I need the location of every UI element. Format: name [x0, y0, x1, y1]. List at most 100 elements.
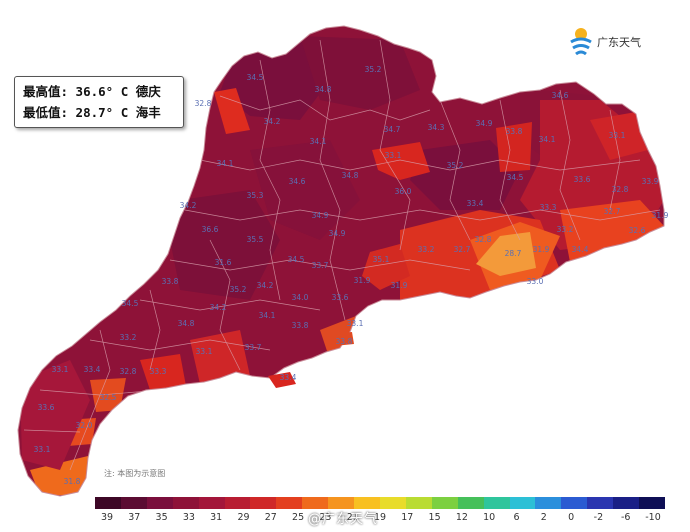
legend-swatch	[172, 497, 199, 509]
station-temperature-label: 32.8	[120, 367, 137, 376]
station-temperature-label: 34.1	[310, 137, 327, 146]
zone-bright-1	[372, 142, 430, 180]
station-temperature-label: 34.8	[315, 85, 332, 94]
station-temperature-label: 33.2	[120, 333, 137, 342]
station-temperature-label: 33.4	[467, 199, 484, 208]
guangdong-weather-logo: 广东天气	[567, 24, 677, 60]
station-temperature-label: 33.9	[642, 177, 659, 186]
island-delta	[330, 332, 354, 346]
zone-leizhou-red	[20, 360, 90, 470]
station-temperature-label: 35.3	[247, 191, 264, 200]
zone-central-deep	[410, 140, 520, 210]
legend-swatch	[405, 497, 432, 509]
legend-tick-label: 17	[401, 512, 414, 523]
legend-swatch	[120, 497, 147, 509]
legend-swatch	[613, 497, 640, 509]
station-temperature-label: 36.6	[202, 225, 219, 234]
station-temperature-label: 35.2	[230, 285, 247, 294]
station-temperature-label: 32.8	[612, 185, 629, 194]
legend-swatch	[276, 497, 303, 509]
station-temperature-label: 32.6	[629, 226, 646, 235]
station-temperature-label: 32.5	[100, 393, 117, 402]
legend-swatch	[328, 497, 355, 509]
station-temperature-label: 32.7	[454, 245, 471, 254]
station-temperature-label: 34.9	[312, 211, 329, 220]
weather-logo-icon	[570, 28, 592, 56]
zone-west-coast-orange	[90, 378, 126, 412]
station-temperature-label: 33.1	[385, 151, 402, 160]
station-temperature-label: 34.9	[476, 119, 493, 128]
station-temperature-label: 34.6	[289, 177, 306, 186]
station-temperature-label: 34.1	[217, 159, 234, 168]
legend-swatch	[509, 497, 536, 509]
legend-tick-label: 25	[292, 512, 305, 523]
station-temperature-label: 35.1	[373, 255, 390, 264]
station-temperature-label: 33.1	[52, 365, 69, 374]
legend-swatch	[146, 497, 173, 509]
station-temperature-label: 36.0	[395, 187, 412, 196]
station-temperature-label: 34.1	[539, 135, 556, 144]
legend-swatch	[354, 497, 380, 509]
station-temperature-label: 33.6	[574, 175, 591, 184]
station-temperature-label: 34.8	[342, 171, 359, 180]
station-temperature-label: 34.1	[259, 311, 276, 320]
station-temperature-label: 33.8	[162, 277, 179, 286]
station-temperature-label: 33.6	[332, 293, 349, 302]
legend-tick-label: 0	[568, 512, 575, 523]
legend-tick-label: 2	[540, 512, 547, 523]
station-temperature-label: 33.4	[84, 365, 101, 374]
station-temperature-label: 33.7	[245, 343, 262, 352]
zone-bright-northwest	[214, 88, 250, 134]
station-temperature-label: 34.7	[384, 125, 401, 134]
station-temperature-label: 33.2	[418, 245, 435, 254]
station-temperature-label: 32.8	[475, 235, 492, 244]
station-temperature-label: 33.1	[34, 445, 51, 454]
min-temperature-label: 最低值: 28.7° C 海丰	[23, 105, 161, 120]
zone-south-tip-orange	[30, 456, 88, 496]
legend-tick-label: 23	[319, 512, 332, 523]
station-temperature-label: 34.5	[288, 255, 305, 264]
legend-swatch	[250, 497, 277, 509]
station-temperature-label: 34.8	[178, 319, 195, 328]
legend-tick-label: -10	[645, 512, 661, 523]
station-temperature-label: 33.2	[557, 225, 574, 234]
stats-box: 最高值: 36.6° C 德庆 最低值: 28.7° C 海丰	[14, 76, 184, 128]
station-temperature-label: 33.1	[196, 347, 213, 356]
zone-west-deep	[170, 190, 280, 300]
legend-swatch	[379, 497, 406, 509]
legend-swatch	[535, 497, 562, 509]
station-temperature-label: 33.0	[527, 277, 544, 286]
legend-tick-label: -6	[620, 512, 631, 523]
station-temperature-label: 33.8	[506, 127, 523, 136]
station-temperature-label: 34.0	[292, 293, 309, 302]
legend-tick-label: 35	[155, 512, 168, 523]
legend-tick-label: 39	[100, 512, 114, 523]
station-temperature-label: 34.2	[180, 201, 197, 210]
color-legend	[95, 497, 665, 509]
legend-swatch	[457, 497, 484, 509]
legend-swatch	[587, 497, 614, 509]
county-boundaries	[23, 39, 661, 471]
zone-pearl-red	[362, 244, 410, 290]
station-temperature-label: 33.4	[280, 373, 297, 382]
station-temperature-label: 34.2	[264, 117, 281, 126]
legend-swatch	[639, 497, 665, 509]
legend-swatch	[198, 497, 225, 509]
station-temperature-label: 33.3	[540, 203, 557, 212]
station-temperature-label: 31.9	[391, 281, 408, 290]
station-temperature-label: 34.5	[122, 299, 139, 308]
zone-haifeng-light	[476, 232, 536, 276]
station-temperature-label: 33.1	[347, 319, 364, 328]
legend-swatch	[224, 497, 251, 509]
map-note: 注: 本图为示意图	[104, 469, 166, 478]
station-temperature-label: 35.5	[247, 235, 264, 244]
legend-tick-label: 33	[182, 512, 195, 523]
station-temperature-label: 34.6	[552, 91, 569, 100]
zone-center-mid	[250, 140, 360, 240]
station-temperature-label: 31.6	[215, 258, 232, 267]
legend-swatch	[302, 497, 329, 509]
legend-tick-label: 12	[455, 512, 468, 523]
station-temperature-label: 34.4	[572, 245, 589, 254]
legend-swatch	[561, 497, 588, 509]
legend-tick-label: 10	[483, 512, 496, 523]
